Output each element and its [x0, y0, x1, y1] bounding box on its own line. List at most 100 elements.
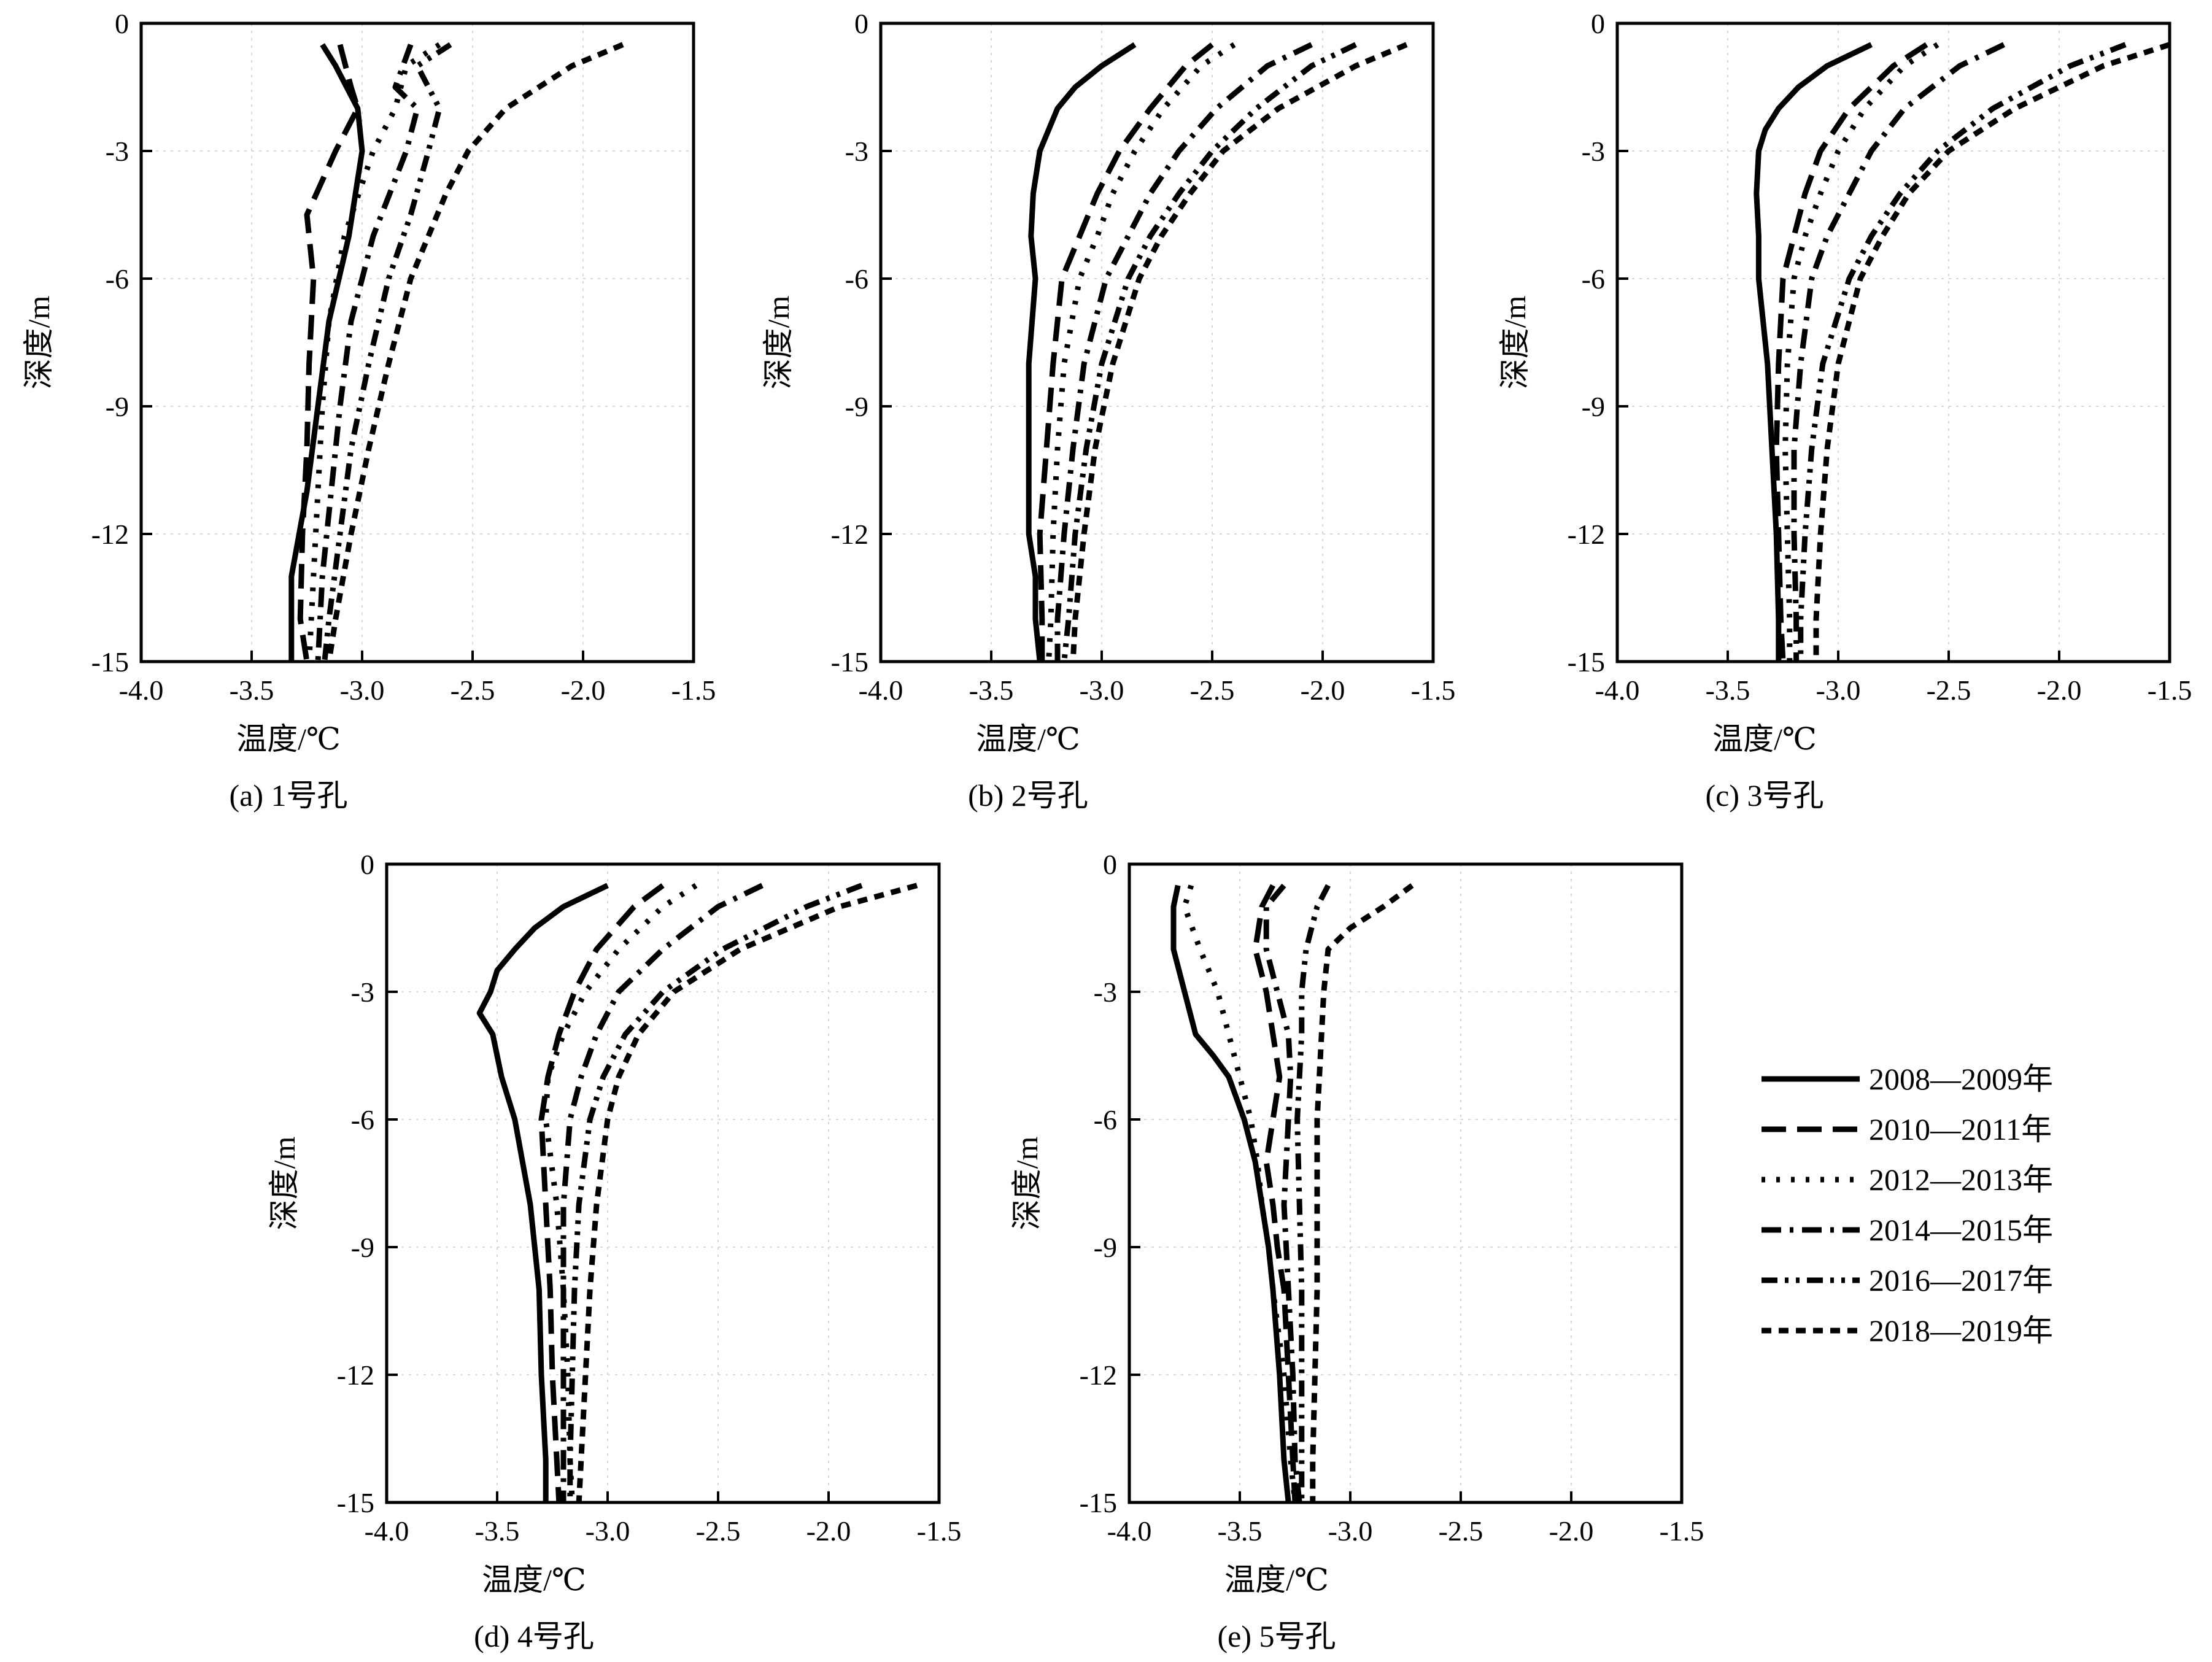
x-tick-label: -2.0	[2037, 674, 2082, 706]
x-tick-label: -2.5	[1439, 1515, 1483, 1547]
x-tick-label: -2.5	[451, 674, 495, 706]
x-tick-label: -4.0	[1595, 674, 1640, 706]
chart-panel-2: -4.0 -3.5 -3.0 -2.5 -2.0 -1.5 0 -3 -6 -9 -12 -15 温度/…	[761, 8, 1455, 813]
y-tick-label: -3	[106, 136, 129, 167]
y-tick-label: -15	[1568, 646, 1605, 678]
y-tick-label: 0	[360, 849, 374, 880]
x-tick-label: -1.5	[1660, 1515, 1704, 1547]
series-line-6	[1070, 42, 1408, 662]
x-tick-label: -1.5	[671, 674, 716, 706]
y-tick-label: -9	[1582, 391, 1605, 422]
x-tick-label: -4.0	[365, 1515, 409, 1547]
x-tick-label: -4.0	[1107, 1515, 1152, 1547]
series-line-5	[322, 42, 452, 662]
series-line-5	[567, 883, 863, 1502]
y-tick-label: -9	[106, 391, 129, 422]
panel-caption: (d) 4号孔	[474, 1619, 594, 1653]
x-axis-label: 温度/℃	[1712, 722, 1817, 756]
y-tick-label: -15	[1080, 1487, 1117, 1518]
y-tick-label: -3	[351, 976, 374, 1008]
series-line-4	[1263, 883, 1302, 1503]
x-axis-label: 温度/℃	[482, 1563, 586, 1597]
x-tick-label: -3.0	[1328, 1515, 1373, 1547]
series-line-4	[1791, 42, 2005, 662]
plot-frame	[879, 21, 1435, 663]
x-tick-label: -3.5	[969, 674, 1014, 706]
plot-frame	[385, 862, 941, 1504]
y-tick-label: -3	[845, 136, 868, 167]
series-line-1	[1170, 884, 1291, 1503]
y-tick-label: -12	[1568, 519, 1605, 550]
legend-label-6: 2018—2019年	[1869, 1313, 2053, 1348]
series-line-4	[560, 883, 764, 1502]
y-tick-label: -9	[845, 391, 868, 422]
series-line-3	[1181, 884, 1298, 1503]
x-tick-label: -1.5	[2148, 674, 2192, 706]
y-tick-label: -9	[1094, 1232, 1117, 1263]
y-tick-label: -15	[831, 646, 868, 678]
panel-caption: (a) 1号孔	[230, 778, 348, 813]
series-line-1	[1754, 42, 1873, 662]
x-tick-label: -4.0	[119, 674, 164, 706]
y-tick-label: -6	[845, 263, 868, 295]
panel-caption: (c) 3号孔	[1706, 778, 1824, 813]
y-tick-label: -12	[337, 1359, 374, 1391]
x-tick-label: -3.5	[475, 1515, 520, 1547]
legend-label-1: 2008—2009年	[1869, 1062, 2053, 1096]
series-line-1	[476, 883, 609, 1502]
chart-panel-1: -4.0 -3.5 -3.0 -2.5 -2.0 -1.5 0 -3 -6 -9 -12 -15 温度/…	[21, 8, 716, 813]
x-axis-label: 温度/℃	[236, 722, 341, 756]
plot-frame	[139, 21, 695, 663]
chart-panel-5: -4.0 -3.5 -3.0 -2.5 -2.0 -1.5 0 -3 -6 -9 -12 -15 温度/…	[1010, 849, 1704, 1653]
y-axis-label: 深度/m	[1010, 1137, 1044, 1231]
y-tick-label: 0	[115, 8, 129, 39]
x-tick-label: -2.5	[1927, 674, 1971, 706]
series-line-2	[538, 883, 665, 1503]
chart-panel-4: -4.0 -3.5 -3.0 -2.5 -2.0 -1.5 0 -3 -6 -9 -12 -15 温度/…	[267, 849, 961, 1653]
series-line-4	[1054, 42, 1313, 662]
x-axis-label: 温度/℃	[1224, 1563, 1329, 1597]
series-line-2	[1773, 42, 1928, 662]
series-line-6	[1813, 42, 2171, 662]
y-axis-label: 深度/m	[761, 296, 795, 390]
y-tick-label: -3	[1094, 976, 1117, 1008]
series-line-6	[326, 42, 624, 662]
y-tick-label: -15	[91, 646, 129, 678]
y-tick-label: -15	[337, 1487, 374, 1518]
chart-panel-3: -4.0 -3.5 -3.0 -2.5 -2.0 -1.5 0 -3 -6 -9 -12 -15 温度/…	[1498, 8, 2192, 813]
series-line-5	[1294, 884, 1331, 1502]
plot-frame	[1615, 21, 2171, 663]
y-tick-label: -3	[1582, 136, 1605, 167]
x-tick-label: -3.0	[1080, 674, 1124, 706]
series-line-2	[297, 44, 361, 662]
x-tick-label: -3.5	[1218, 1515, 1263, 1547]
y-tick-label: -6	[351, 1104, 374, 1135]
y-tick-label: 0	[1591, 8, 1605, 39]
panel-caption: (b) 2号孔	[968, 778, 1088, 813]
x-tick-label: -2.5	[1190, 674, 1235, 706]
x-tick-label: -2.0	[1549, 1515, 1594, 1547]
legend-label-4: 2014—2015年	[1869, 1213, 2053, 1247]
y-tick-label: -6	[1582, 263, 1605, 295]
x-tick-label: -2.5	[696, 1515, 741, 1547]
series-line-4	[315, 44, 420, 662]
y-tick-label: -12	[831, 519, 868, 550]
panel-caption: (e) 5号孔	[1218, 1619, 1336, 1653]
y-axis-label: 深度/m	[1498, 296, 1532, 390]
series-line-2	[1252, 884, 1298, 1503]
y-tick-label: -12	[91, 519, 129, 550]
x-tick-label: -3.5	[1706, 674, 1750, 706]
y-tick-label: -12	[1080, 1359, 1117, 1391]
x-tick-label: -3.5	[230, 674, 274, 706]
series-line-1	[1026, 42, 1137, 662]
legend-label-3: 2012—2013年	[1869, 1162, 2053, 1197]
x-axis-label: 温度/℃	[976, 722, 1080, 756]
series-line-5	[1061, 42, 1357, 662]
x-tick-label: -2.0	[1301, 674, 1345, 706]
y-axis-label: 深度/m	[267, 1137, 301, 1231]
series-line-6	[1310, 883, 1414, 1502]
series-line-3	[543, 883, 698, 1503]
y-tick-label: 0	[854, 8, 868, 39]
x-tick-label: -3.0	[1816, 674, 1861, 706]
